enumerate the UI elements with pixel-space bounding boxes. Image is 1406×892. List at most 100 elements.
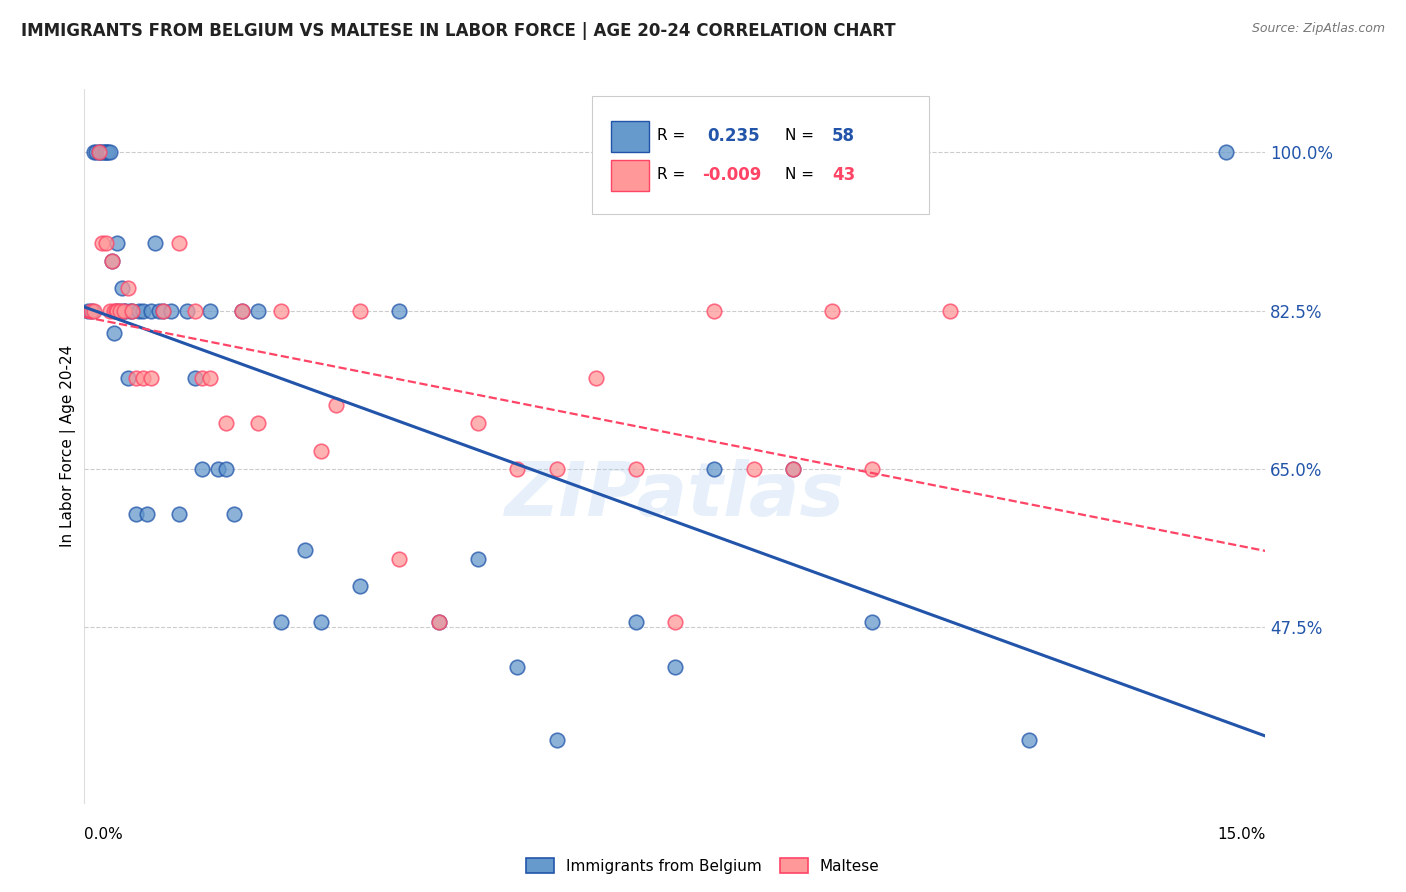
Point — [246, 303, 269, 318]
Point — [160, 303, 183, 318]
Point — [207, 461, 229, 475]
Point — [183, 371, 205, 385]
Text: ZIPatlas: ZIPatlas — [505, 459, 845, 533]
Point — [83, 303, 105, 318]
Text: N =: N = — [785, 128, 818, 143]
Point — [664, 660, 686, 674]
Point — [742, 461, 765, 475]
Point — [89, 145, 111, 160]
Point — [107, 235, 129, 250]
Point — [703, 303, 725, 318]
FancyBboxPatch shape — [612, 160, 650, 191]
Point — [93, 145, 115, 160]
Point — [132, 371, 155, 385]
FancyBboxPatch shape — [592, 96, 929, 214]
Point — [231, 303, 253, 318]
Point — [1215, 145, 1237, 160]
Text: -0.009: -0.009 — [702, 166, 762, 184]
Point — [118, 303, 141, 318]
Point — [87, 145, 110, 160]
Point — [546, 732, 568, 747]
Point — [101, 253, 124, 268]
Text: 43: 43 — [832, 166, 855, 184]
Text: R =: R = — [657, 168, 690, 182]
Point — [104, 303, 127, 318]
Point — [103, 326, 125, 340]
FancyBboxPatch shape — [612, 120, 650, 152]
Point — [117, 281, 139, 295]
Text: 0.235: 0.235 — [707, 127, 759, 145]
Point — [98, 303, 121, 318]
Point — [84, 145, 107, 160]
Point — [200, 371, 222, 385]
Point — [309, 443, 332, 458]
Point — [97, 145, 120, 160]
Text: R =: R = — [657, 128, 690, 143]
Point — [83, 145, 105, 160]
Point — [215, 417, 238, 431]
Point — [87, 145, 110, 160]
Point — [152, 303, 174, 318]
Point — [821, 303, 844, 318]
Point — [79, 303, 101, 318]
Point — [107, 303, 129, 318]
Point — [1018, 732, 1040, 747]
Point — [546, 461, 568, 475]
Point — [782, 461, 804, 475]
Point — [90, 235, 112, 250]
Point — [96, 145, 118, 160]
Point — [246, 417, 269, 431]
Point — [77, 303, 100, 318]
Point — [112, 303, 135, 318]
Point — [270, 303, 292, 318]
Point — [388, 303, 411, 318]
Point — [90, 145, 112, 160]
Point — [215, 461, 238, 475]
Point — [108, 303, 131, 318]
Point — [143, 235, 166, 250]
Point — [167, 235, 190, 250]
Point — [191, 371, 214, 385]
Point — [82, 303, 104, 318]
Point — [104, 303, 127, 318]
Point — [860, 615, 883, 629]
Point — [121, 303, 143, 318]
Text: 58: 58 — [832, 127, 855, 145]
Point — [703, 461, 725, 475]
Point — [98, 145, 121, 160]
Point — [427, 615, 450, 629]
Point — [467, 417, 489, 431]
Point — [141, 371, 163, 385]
Point — [96, 235, 118, 250]
Point — [108, 303, 131, 318]
Y-axis label: In Labor Force | Age 20-24: In Labor Force | Age 20-24 — [60, 345, 76, 547]
Point — [103, 303, 125, 318]
Point — [117, 371, 139, 385]
Point — [152, 303, 174, 318]
Point — [325, 398, 347, 412]
Text: Source: ZipAtlas.com: Source: ZipAtlas.com — [1251, 22, 1385, 36]
Point — [128, 303, 150, 318]
Point — [222, 507, 245, 521]
Point — [506, 660, 529, 674]
Point — [427, 615, 450, 629]
Point — [860, 461, 883, 475]
Point — [101, 253, 124, 268]
Legend: Immigrants from Belgium, Maltese: Immigrants from Belgium, Maltese — [520, 852, 886, 880]
Point — [111, 281, 134, 295]
Text: 0.0%: 0.0% — [84, 827, 124, 841]
Point — [94, 145, 117, 160]
Point — [231, 303, 253, 318]
Text: N =: N = — [785, 168, 818, 182]
Point — [132, 303, 155, 318]
Point — [388, 552, 411, 566]
Point — [200, 303, 222, 318]
Text: IMMIGRANTS FROM BELGIUM VS MALTESE IN LABOR FORCE | AGE 20-24 CORRELATION CHART: IMMIGRANTS FROM BELGIUM VS MALTESE IN LA… — [21, 22, 896, 40]
Point — [939, 303, 962, 318]
Point — [121, 303, 143, 318]
Point — [585, 371, 607, 385]
Point — [124, 507, 146, 521]
Point — [112, 303, 135, 318]
Point — [506, 461, 529, 475]
Point — [624, 461, 647, 475]
